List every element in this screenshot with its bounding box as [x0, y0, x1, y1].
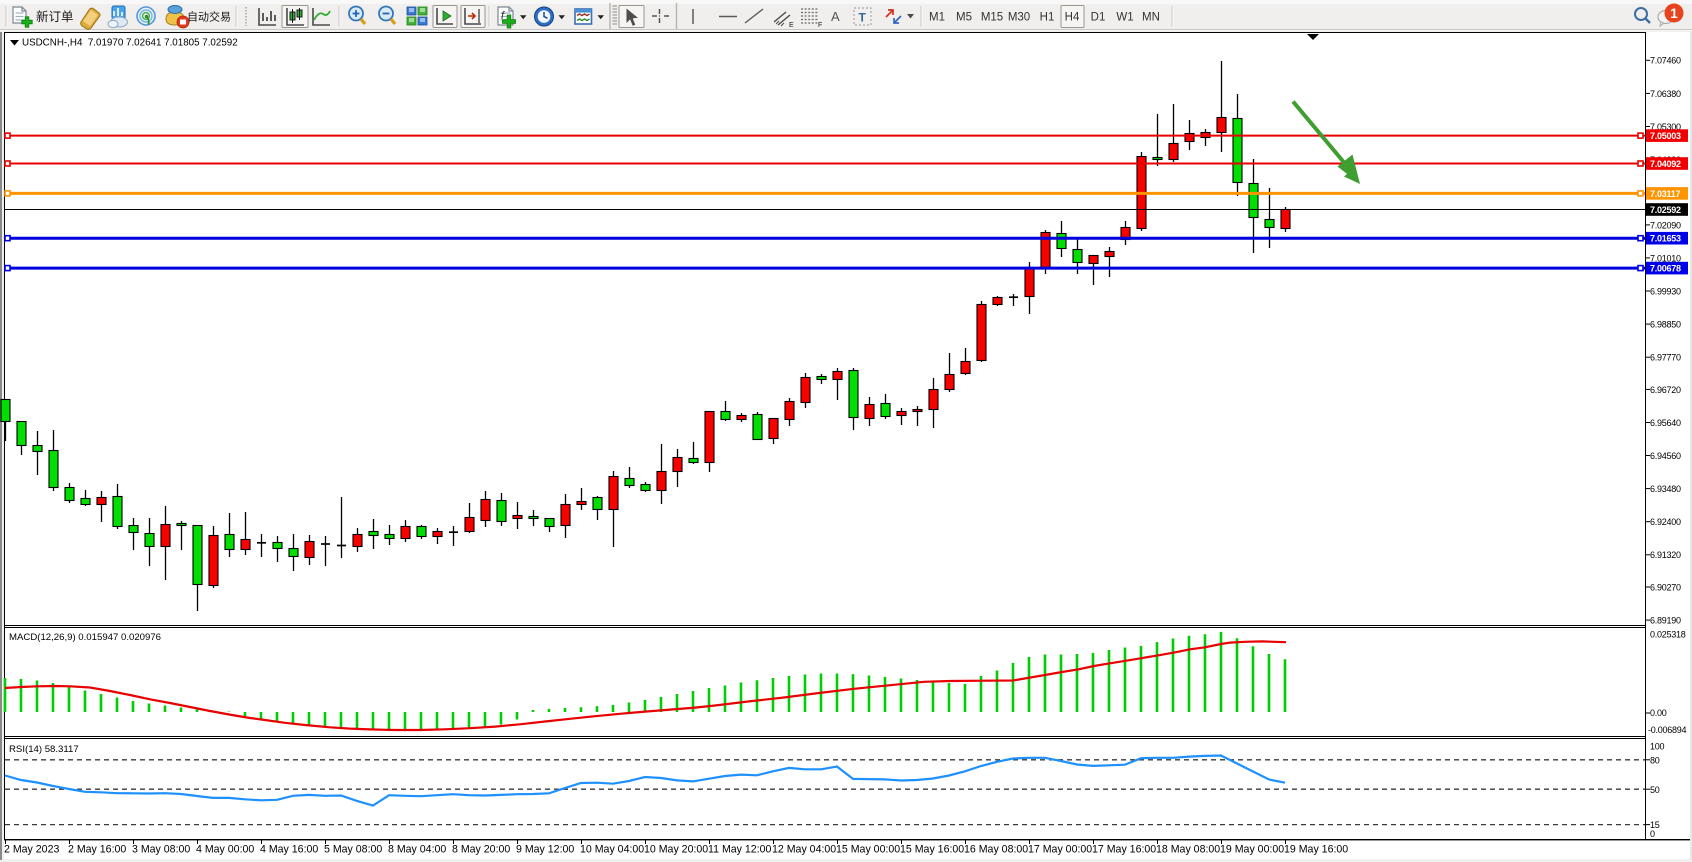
- svg-text:E: E: [789, 22, 794, 29]
- svg-text:12 May 04:00: 12 May 04:00: [772, 844, 836, 856]
- svg-text:M15: M15: [981, 12, 1003, 24]
- svg-text:6.94560: 6.94560: [1650, 451, 1681, 461]
- svg-text:RSI(14) 58.3117: RSI(14) 58.3117: [9, 744, 79, 755]
- svg-text:17 May 16:00: 17 May 16:00: [1092, 844, 1156, 856]
- svg-text:7.07460: 7.07460: [1650, 56, 1681, 66]
- svg-text:4 May 16:00: 4 May 16:00: [260, 844, 318, 856]
- svg-text:6.93480: 6.93480: [1650, 484, 1681, 494]
- svg-text:8 May 20:00: 8 May 20:00: [452, 844, 510, 856]
- svg-text:6.95640: 6.95640: [1650, 418, 1681, 428]
- svg-text:M30: M30: [1008, 12, 1030, 24]
- svg-text:3 May 08:00: 3 May 08:00: [132, 844, 190, 856]
- svg-text:6.96720: 6.96720: [1650, 385, 1681, 395]
- svg-text:19 May 00:00: 19 May 00:00: [1220, 844, 1284, 856]
- svg-text:7.06380: 7.06380: [1650, 89, 1681, 99]
- svg-text:7.01010: 7.01010: [1650, 253, 1681, 263]
- svg-text:17 May 00:00: 17 May 00:00: [1028, 844, 1092, 856]
- svg-text:7.03117: 7.03117: [1650, 189, 1681, 199]
- svg-text:5 May 08:00: 5 May 08:00: [324, 844, 382, 856]
- svg-text:2 May 16:00: 2 May 16:00: [68, 844, 126, 856]
- svg-text:0.025318: 0.025318: [1650, 630, 1686, 640]
- svg-text:7.05300: 7.05300: [1650, 122, 1681, 132]
- svg-text:9 May 12:00: 9 May 12:00: [516, 844, 574, 856]
- svg-text:15 May 16:00: 15 May 16:00: [900, 844, 964, 856]
- svg-text:10 May 04:00: 10 May 04:00: [580, 844, 644, 856]
- svg-text:新订单: 新订单: [36, 9, 74, 24]
- svg-text:MACD(12,26,9) 0.015947 0.02097: MACD(12,26,9) 0.015947 0.020976: [9, 632, 161, 643]
- svg-text:F: F: [818, 22, 822, 29]
- svg-text:D1: D1: [1091, 12, 1106, 24]
- svg-text:6.90270: 6.90270: [1650, 582, 1681, 592]
- svg-text:7.04092: 7.04092: [1650, 159, 1681, 169]
- svg-text:10 May 20:00: 10 May 20:00: [644, 844, 708, 856]
- svg-text:7.02090: 7.02090: [1650, 220, 1681, 230]
- svg-text:6.89190: 6.89190: [1650, 616, 1681, 626]
- svg-text:6.99930: 6.99930: [1650, 286, 1681, 296]
- svg-text:A: A: [831, 9, 840, 24]
- svg-text:100: 100: [1650, 742, 1665, 752]
- svg-text:7.01653: 7.01653: [1650, 234, 1681, 244]
- svg-text:19 May 16:00: 19 May 16:00: [1284, 844, 1348, 856]
- svg-text:MN: MN: [1142, 12, 1160, 24]
- svg-text:T: T: [859, 11, 867, 25]
- svg-text:W1: W1: [1116, 12, 1133, 24]
- svg-text:6.98850: 6.98850: [1650, 320, 1681, 330]
- svg-text:H1: H1: [1040, 12, 1055, 24]
- svg-text:7.05003: 7.05003: [1650, 131, 1681, 141]
- svg-text:4 May 00:00: 4 May 00:00: [196, 844, 254, 856]
- svg-text:15 May 00:00: 15 May 00:00: [836, 844, 900, 856]
- svg-text:M5: M5: [956, 12, 972, 24]
- svg-text:11 May 12:00: 11 May 12:00: [708, 844, 772, 856]
- svg-text:USDCNH-,H4 7.01970 7.02641 7.: USDCNH-,H4 7.01970 7.02641 7.01805 7.025…: [22, 38, 238, 49]
- svg-text:6.91320: 6.91320: [1650, 550, 1681, 560]
- svg-text:H4: H4: [1065, 12, 1080, 24]
- svg-text:-0.006894: -0.006894: [1648, 725, 1687, 735]
- svg-text:6.92400: 6.92400: [1650, 517, 1681, 527]
- svg-text:16 May 08:00: 16 May 08:00: [964, 844, 1028, 856]
- svg-text:15: 15: [1650, 820, 1660, 830]
- svg-text:0: 0: [1650, 829, 1655, 839]
- svg-text:f: f: [501, 10, 505, 22]
- svg-text:7.00678: 7.00678: [1650, 264, 1681, 274]
- svg-text:7.02592: 7.02592: [1650, 205, 1681, 215]
- svg-text:M1: M1: [929, 12, 945, 24]
- svg-text:0.00: 0.00: [1650, 708, 1667, 718]
- svg-text:1: 1: [1670, 6, 1678, 21]
- svg-text:2 May 2023: 2 May 2023: [4, 844, 59, 856]
- svg-text:50: 50: [1650, 785, 1660, 795]
- svg-text:80: 80: [1650, 756, 1660, 766]
- svg-text:8 May 04:00: 8 May 04:00: [388, 844, 446, 856]
- svg-text:自动交易: 自动交易: [187, 10, 231, 24]
- svg-text:6.97770: 6.97770: [1650, 353, 1681, 363]
- svg-text:18 May 08:00: 18 May 08:00: [1156, 844, 1220, 856]
